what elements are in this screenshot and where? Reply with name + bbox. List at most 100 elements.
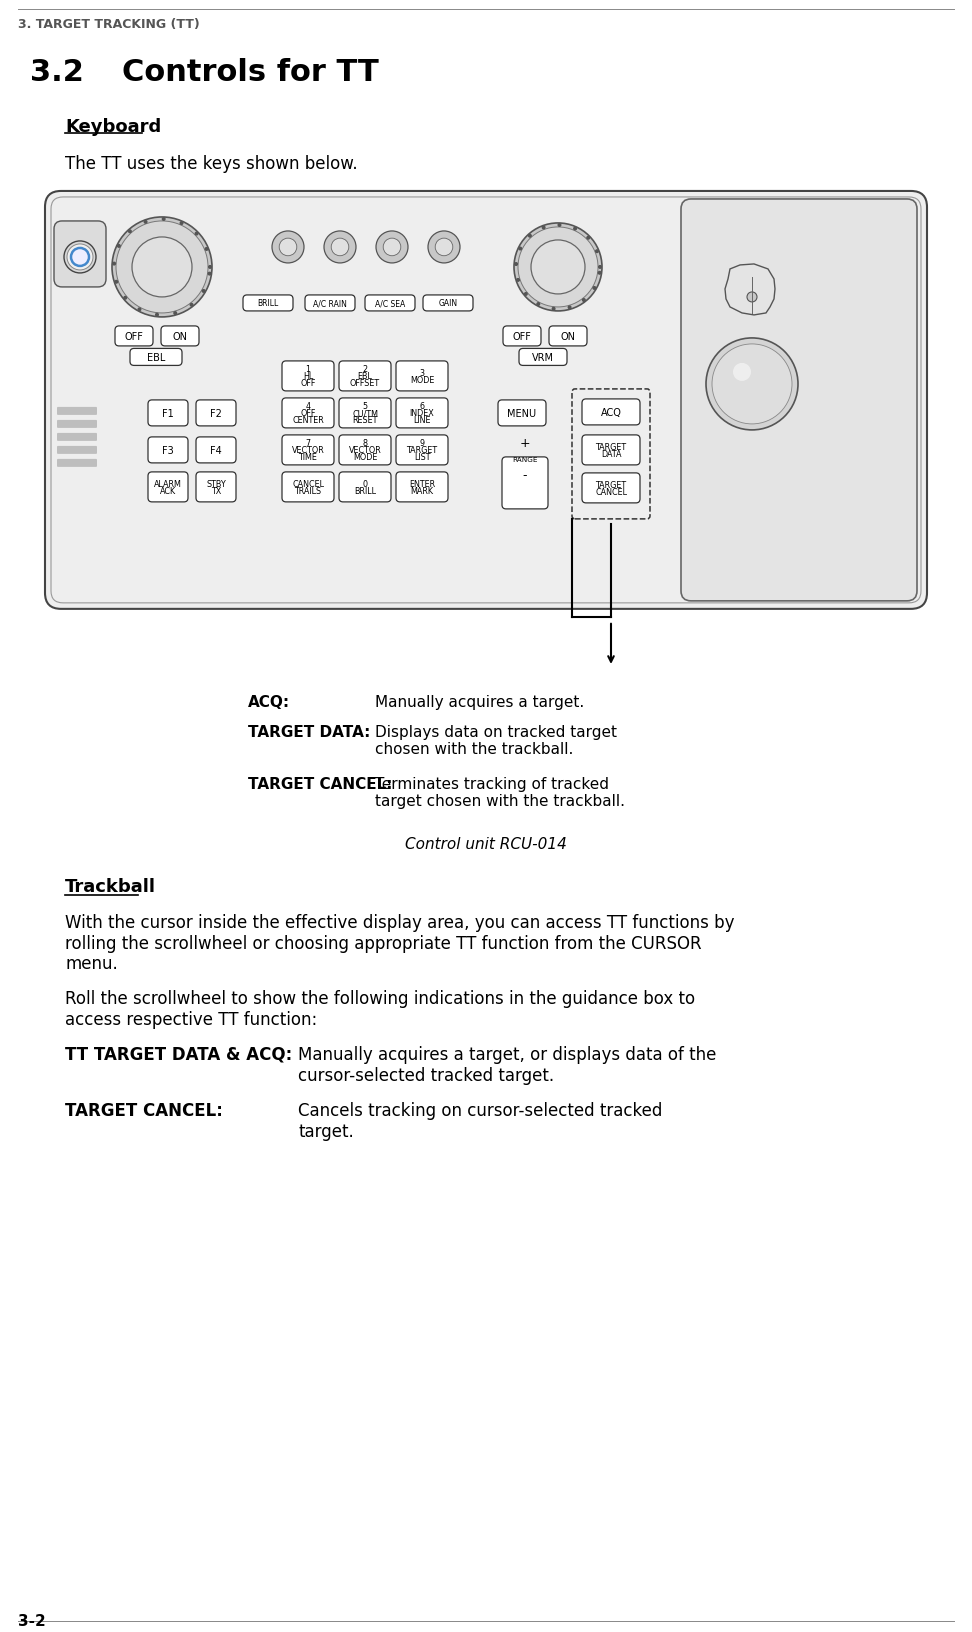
Circle shape (205, 248, 208, 251)
Text: GAIN: GAIN (438, 299, 458, 308)
Text: Trackball: Trackball (65, 878, 156, 896)
Text: A/C SEA: A/C SEA (375, 299, 405, 308)
Text: TT TARGET DATA & ACQ:: TT TARGET DATA & ACQ: (65, 1044, 293, 1062)
Text: Manually acquires a target, or displays data of the
cursor-selected tracked targ: Manually acquires a target, or displays … (298, 1044, 716, 1084)
Text: EBL: EBL (147, 353, 165, 362)
Text: F3: F3 (162, 446, 174, 455)
Text: BRILL: BRILL (258, 299, 279, 308)
Text: MODE: MODE (410, 375, 434, 385)
Text: RANGE: RANGE (512, 457, 538, 462)
FancyBboxPatch shape (57, 460, 97, 468)
Text: LIST: LIST (414, 454, 431, 462)
Circle shape (202, 290, 205, 294)
Text: LINE: LINE (413, 416, 431, 426)
Text: TARGET: TARGET (406, 446, 437, 455)
Text: 2: 2 (363, 366, 367, 374)
FancyBboxPatch shape (196, 437, 236, 463)
Text: OFF: OFF (512, 331, 532, 341)
FancyBboxPatch shape (282, 473, 334, 503)
Circle shape (552, 308, 555, 310)
FancyBboxPatch shape (305, 295, 355, 312)
FancyBboxPatch shape (148, 473, 188, 503)
FancyBboxPatch shape (582, 400, 640, 426)
Text: Controls for TT: Controls for TT (122, 59, 379, 86)
Circle shape (537, 304, 539, 307)
Circle shape (279, 238, 296, 256)
FancyBboxPatch shape (396, 473, 448, 503)
Text: MODE: MODE (353, 454, 377, 462)
Circle shape (383, 238, 400, 256)
FancyBboxPatch shape (339, 398, 391, 429)
Circle shape (118, 245, 121, 248)
Text: OFF: OFF (300, 379, 316, 388)
FancyBboxPatch shape (130, 349, 182, 366)
FancyBboxPatch shape (196, 473, 236, 503)
FancyBboxPatch shape (54, 222, 106, 287)
Circle shape (209, 266, 211, 269)
Circle shape (324, 232, 356, 264)
Text: TX: TX (211, 486, 221, 496)
Text: VECTOR: VECTOR (292, 446, 325, 455)
FancyBboxPatch shape (396, 436, 448, 465)
Circle shape (525, 294, 527, 295)
FancyBboxPatch shape (396, 398, 448, 429)
FancyBboxPatch shape (339, 436, 391, 465)
Text: 6: 6 (420, 401, 425, 411)
Circle shape (132, 238, 192, 297)
Text: 3.2: 3.2 (30, 59, 84, 86)
Text: Keyboard: Keyboard (65, 118, 161, 135)
FancyBboxPatch shape (503, 326, 541, 346)
Circle shape (71, 248, 89, 266)
Text: F1: F1 (162, 408, 174, 419)
Text: Terminates tracking of tracked
target chosen with the trackball.: Terminates tracking of tracked target ch… (375, 777, 625, 809)
Text: EBL: EBL (358, 372, 372, 382)
Circle shape (712, 344, 792, 424)
FancyBboxPatch shape (45, 193, 927, 609)
Text: F4: F4 (210, 446, 222, 455)
Text: ON: ON (172, 331, 188, 341)
FancyBboxPatch shape (148, 401, 188, 426)
FancyBboxPatch shape (243, 295, 293, 312)
Circle shape (128, 230, 131, 233)
FancyBboxPatch shape (282, 362, 334, 392)
Text: TRAILS: TRAILS (295, 486, 322, 496)
FancyBboxPatch shape (423, 295, 473, 312)
FancyBboxPatch shape (115, 326, 153, 346)
Circle shape (112, 217, 212, 318)
Text: +: + (520, 437, 531, 450)
Text: 7: 7 (305, 439, 311, 449)
FancyBboxPatch shape (582, 436, 640, 465)
Circle shape (162, 219, 165, 222)
Text: OFF: OFF (300, 410, 316, 418)
Circle shape (529, 235, 531, 238)
Circle shape (123, 297, 126, 300)
Circle shape (517, 279, 519, 282)
Text: STBY: STBY (206, 480, 226, 488)
Circle shape (582, 300, 585, 302)
Text: CANCEL: CANCEL (292, 480, 324, 488)
Text: 3. TARGET TRACKING (TT): 3. TARGET TRACKING (TT) (18, 18, 200, 31)
Circle shape (558, 225, 561, 227)
Text: TARGET: TARGET (596, 442, 627, 452)
Circle shape (706, 339, 798, 431)
Text: 9: 9 (420, 439, 425, 449)
Circle shape (331, 238, 349, 256)
Text: CENTER: CENTER (293, 416, 324, 426)
FancyBboxPatch shape (196, 401, 236, 426)
Text: 3: 3 (420, 369, 425, 377)
Circle shape (191, 304, 192, 307)
Text: ON: ON (561, 331, 575, 341)
Text: OFFSET: OFFSET (350, 379, 380, 388)
Polygon shape (725, 264, 775, 315)
Text: ACQ: ACQ (601, 408, 621, 418)
Circle shape (587, 237, 589, 240)
Text: TIME: TIME (298, 454, 318, 462)
Circle shape (569, 307, 571, 310)
Text: TARGET DATA:: TARGET DATA: (248, 725, 370, 739)
FancyBboxPatch shape (282, 398, 334, 429)
Circle shape (428, 232, 460, 264)
Text: ACQ:: ACQ: (248, 695, 290, 710)
Circle shape (519, 248, 522, 251)
FancyBboxPatch shape (498, 401, 546, 426)
Circle shape (514, 224, 602, 312)
